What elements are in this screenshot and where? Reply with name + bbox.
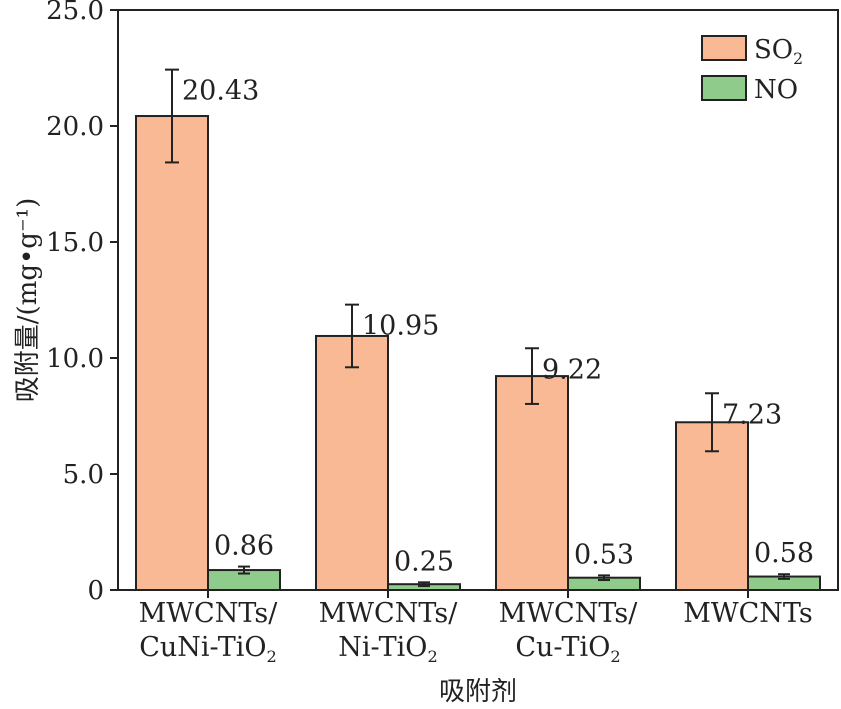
error-bars-layer — [165, 68, 790, 588]
y-tick-label-0: 0 — [87, 576, 104, 606]
error-bar-so2-2 — [525, 347, 539, 405]
bar-so2-0 — [135, 115, 209, 592]
bars-layer — [135, 115, 821, 592]
legend-swatch-0 — [701, 35, 747, 61]
y-tick-label-2: 10.0 — [46, 344, 104, 374]
data-label-no-2: 0.53 — [574, 539, 634, 570]
y-tick-label-3: 15.0 — [46, 228, 104, 258]
error-bar-no-1 — [418, 581, 430, 588]
category-label-1: MWCNTs/Ni-TiO2 — [319, 598, 459, 666]
category-label-0: MWCNTs/CuNi-TiO2 — [139, 598, 279, 666]
data-label-so2-2: 9.22 — [542, 354, 602, 385]
error-bar-so2-3 — [705, 392, 719, 453]
data-label-so2-0: 20.43 — [182, 76, 259, 107]
data-label-no-3: 0.58 — [754, 538, 814, 569]
error-bar-no-2 — [598, 574, 610, 582]
legend: SO2 NO — [701, 35, 803, 105]
error-bar-so2-1 — [345, 303, 359, 369]
data-labels-layer: 20.43 0.86 10.95 0.25 9.22 0.53 7.23 0.58 — [182, 76, 814, 578]
y-tick-label-5: 25.0 — [46, 0, 104, 26]
data-label-no-1: 0.25 — [394, 546, 454, 577]
plot-frame — [117, 9, 839, 591]
data-label-no-0: 0.86 — [214, 531, 274, 562]
data-label-so2-1: 10.95 — [362, 311, 439, 342]
data-label-so2-3: 7.23 — [722, 399, 782, 430]
category-label-2: MWCNTs/Cu-TiO2 — [499, 598, 639, 666]
category-label-3: MWCNTs — [683, 598, 813, 629]
bar-so2-1 — [315, 334, 389, 591]
x-axis: MWCNTs/CuNi-TiO2 MWCNTs/Ni-TiO2 MWCNTs/Cu-… — [139, 590, 813, 666]
error-bar-no-3 — [778, 573, 790, 580]
legend-label-1: NO — [754, 75, 798, 105]
legend-label-0: SO2 — [754, 35, 803, 68]
x-axis-title: 吸附剂 — [439, 677, 517, 707]
error-bar-no-0 — [238, 565, 250, 575]
y-axis: 0 5.0 10.0 15.0 20.0 25.0 — [46, 0, 118, 606]
legend-swatch-1 — [701, 75, 747, 101]
y-tick-label-1: 5.0 — [63, 460, 104, 490]
y-tick-label-4: 20.0 — [46, 112, 104, 142]
y-axis-title: 吸附量/(mg•g⁻¹) — [13, 198, 43, 402]
bar-so2-2 — [495, 375, 569, 592]
error-bar-so2-0 — [165, 68, 179, 164]
